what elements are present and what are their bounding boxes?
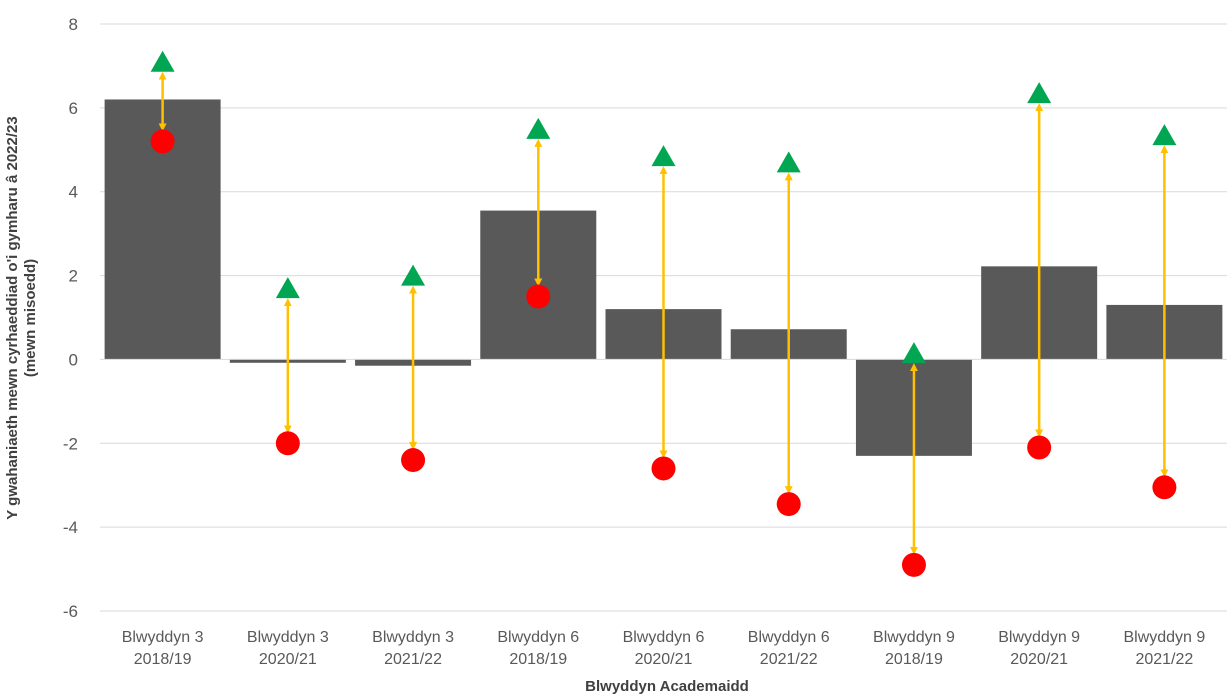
lower-marker-dot [776, 492, 801, 517]
x-category-labels: Blwyddyn 3 2018/19 Blwyddyn 3 2020/21 Blwydd… [122, 629, 1206, 668]
y-tick-label: 4 [69, 183, 78, 202]
upper-marker-triangle [275, 277, 300, 299]
y-axis-title-unit: (mewn misoedd) [22, 259, 39, 377]
y-tick-label: 6 [69, 99, 78, 118]
y-tick-label: -4 [63, 518, 78, 537]
upper-marker-triangle [1152, 124, 1177, 146]
range-arrows [158, 71, 1169, 555]
x-category-label: Blwyddyn 6 2021/22 [748, 629, 830, 668]
y-axis-title: Y gwahaniaeth mewn cyrhaeddiad o'i gymha… [4, 116, 21, 519]
lower-marker-dot [1152, 475, 1177, 500]
upper-marker-triangle [150, 50, 175, 72]
x-category-label: Blwyddyn 3 2018/19 [122, 629, 204, 668]
markers [150, 50, 1177, 577]
lower-marker-dot [1027, 435, 1052, 460]
lower-marker-dot [275, 431, 300, 456]
lower-marker-dot [651, 456, 676, 481]
x-category-label: Blwyddyn 9 2018/19 [873, 629, 955, 668]
x-category-label: Blwyddyn 6 2020/21 [623, 629, 705, 668]
upper-marker-triangle [1027, 82, 1052, 104]
x-category-label: Blwyddyn 3 2020/21 [247, 629, 329, 668]
y-tick-label: 0 [69, 350, 78, 369]
x-category-label: Blwyddyn 3 2021/22 [372, 629, 454, 668]
lower-marker-dot [150, 129, 175, 154]
y-tick-labels: -6 -4 -2 0 2 4 6 8 [63, 15, 78, 621]
x-axis-title: Blwyddyn Academaidd [585, 678, 749, 695]
y-tick-label: -2 [63, 434, 78, 453]
x-category-label: Blwyddyn 9 2020/21 [998, 629, 1080, 668]
upper-marker-triangle [901, 342, 926, 364]
lower-marker-dot [401, 448, 426, 473]
upper-marker-triangle [776, 151, 801, 173]
y-tick-label: 2 [69, 267, 78, 286]
y-tick-label: -6 [63, 602, 78, 621]
upper-marker-triangle [401, 264, 426, 286]
x-category-label: Blwyddyn 9 2021/22 [1123, 629, 1205, 668]
y-tick-label: 8 [69, 15, 78, 34]
upper-marker-triangle [651, 145, 676, 167]
lower-marker-dot [901, 552, 926, 577]
upper-marker-triangle [526, 117, 551, 139]
lower-marker-dot [526, 284, 551, 309]
x-category-label: Blwyddyn 6 2018/19 [497, 629, 579, 668]
